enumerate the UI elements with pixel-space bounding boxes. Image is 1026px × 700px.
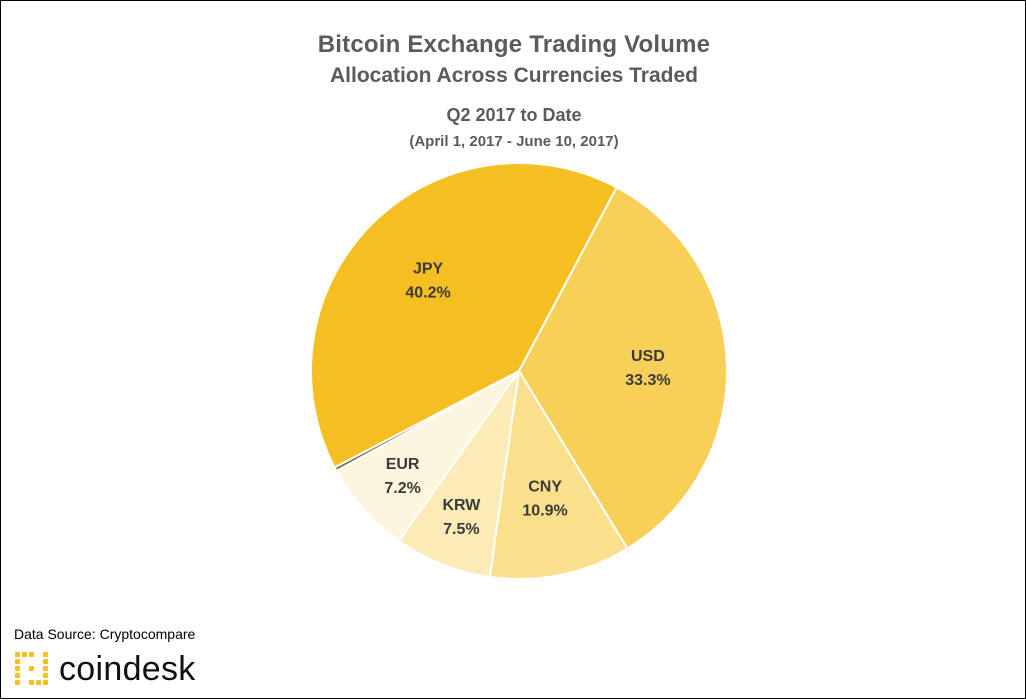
slice-label-usd: USD — [631, 348, 665, 365]
logo-dot — [43, 680, 48, 685]
slice-value-usd: 33.3% — [625, 372, 670, 389]
logo-dot — [29, 652, 34, 657]
logo-dot — [22, 652, 27, 657]
logo-dot — [15, 666, 20, 671]
slice-value-eur: 7.2% — [384, 480, 420, 497]
pie-slice-krw — [397, 370, 520, 579]
chart-title: Bitcoin Exchange Trading Volume — [317, 31, 711, 58]
logo-text: coindesk — [59, 650, 196, 688]
pie-slice-jpy — [310, 162, 619, 469]
coindesk-logo: coindesk — [15, 649, 196, 689]
coindesk-logo-icon — [15, 652, 48, 685]
chart-subtitle: Allocation Across Currencies Traded — [329, 64, 698, 87]
slice-value-cny: 10.9% — [522, 502, 567, 519]
slice-label-jpy: JPY — [413, 261, 444, 278]
logo-dot — [15, 659, 20, 664]
chart-date-range: (April 1, 2017 - June 10, 2017) — [409, 133, 619, 150]
logo-dot — [15, 652, 20, 657]
logo-dot — [29, 680, 34, 685]
logo-dot — [43, 666, 48, 671]
slice-label-eur: EUR — [386, 456, 420, 473]
pie-slice-cny — [488, 368, 629, 580]
logo-dot — [43, 659, 48, 664]
logo-dot — [29, 666, 34, 671]
logo-dot — [43, 652, 48, 657]
slice-label-cny: CNY — [528, 478, 562, 495]
slice-value-jpy: 40.2% — [405, 285, 450, 302]
slice-label-krw: KRW — [442, 497, 481, 514]
slice-value-krw: 7.5% — [443, 521, 479, 538]
logo-dot — [15, 673, 20, 678]
pie-labels: USD 33.3% CNY 10.9% KRW 7.5% EUR 7.2% JPY 40.2% — [384, 261, 670, 539]
logo-dot — [15, 680, 20, 685]
data-source: Data Source: Cryptocompare — [14, 626, 196, 642]
pie-slices — [310, 162, 729, 580]
logo-dot — [43, 673, 48, 678]
logo-dot — [36, 680, 41, 685]
chart-period: Q2 2017 to Date — [446, 105, 582, 125]
pie-slice-usd — [517, 185, 729, 550]
